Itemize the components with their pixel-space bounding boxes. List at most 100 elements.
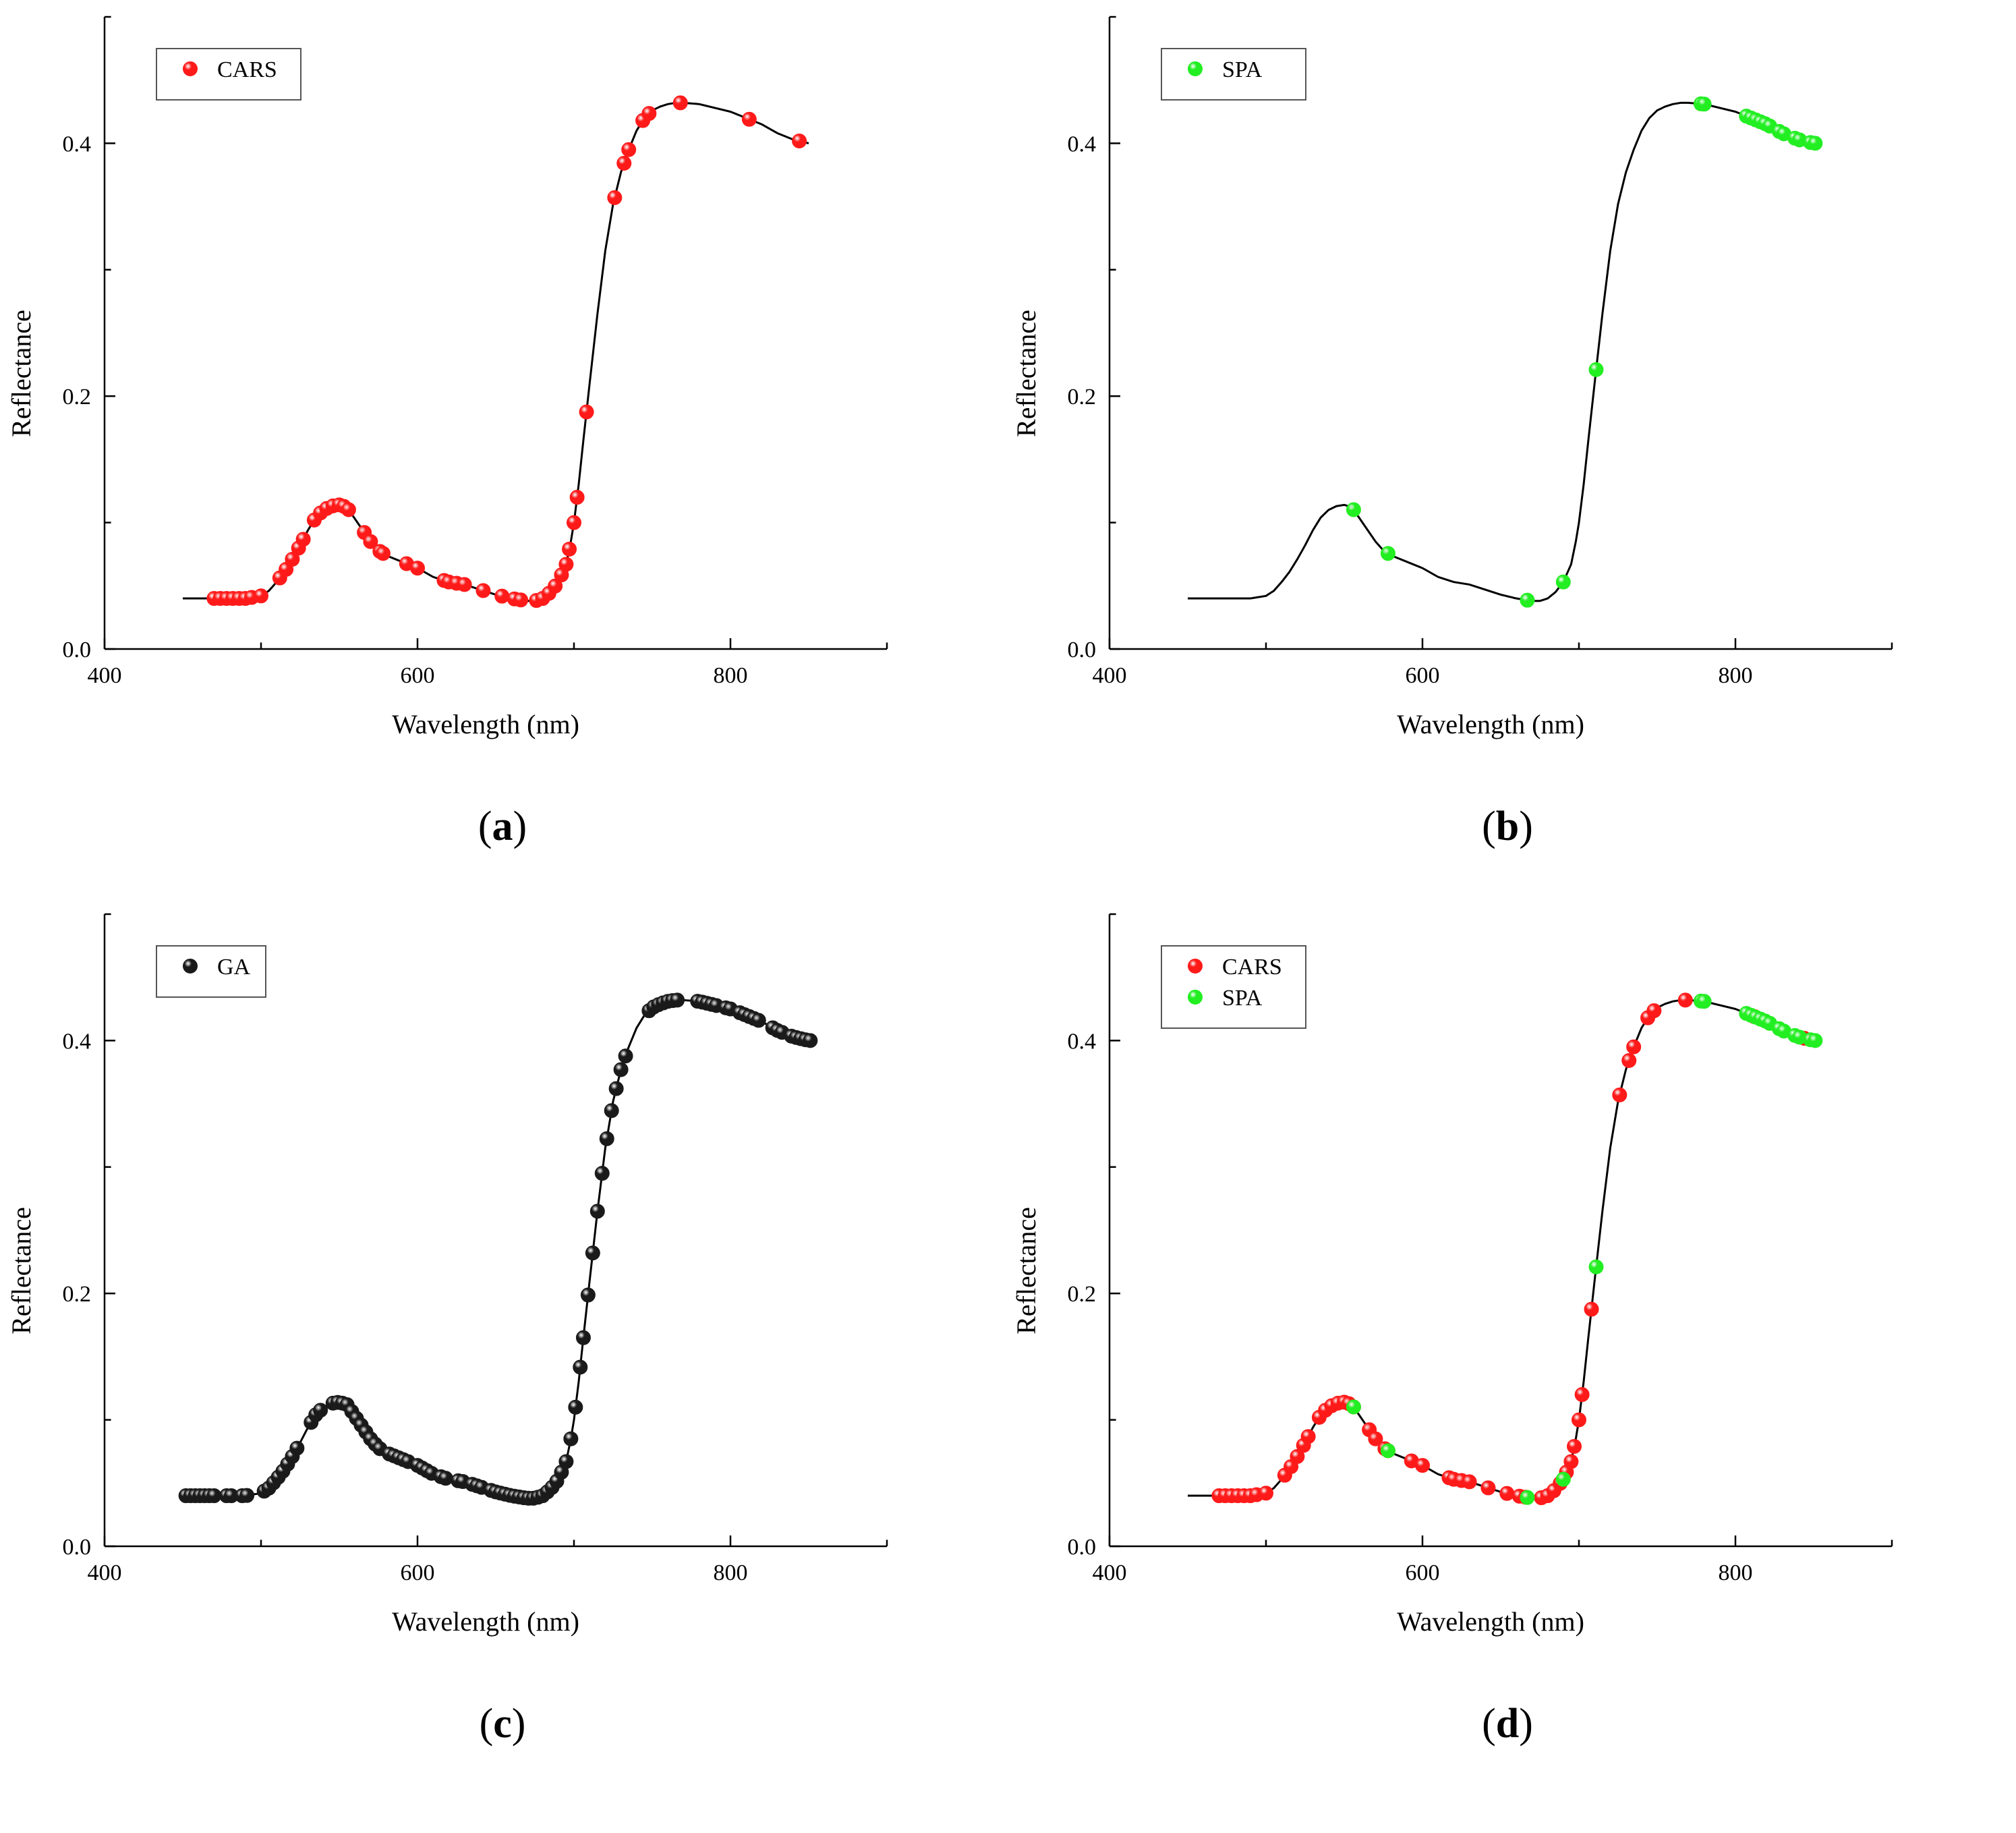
data-point-cars [1646, 1003, 1662, 1019]
legend-label-cars: CARS [217, 57, 277, 82]
data-point-cars [1612, 1087, 1628, 1102]
x-tick-label: 600 [401, 663, 435, 688]
data-point-ga [573, 1359, 588, 1375]
spectrum-line [1188, 101, 1814, 602]
data-point-ga [589, 1204, 605, 1219]
series-ga [178, 992, 818, 1506]
y-tick-label: 0.4 [1068, 1029, 1097, 1054]
legend-label-cars: CARS [1222, 955, 1282, 980]
legend: GA [156, 945, 266, 998]
chart-c: 400 600 800 0.0 0.2 0.4 Wavelength (nm) Reflect… [6, 913, 888, 1637]
series-cars [1211, 992, 1812, 1506]
data-point-spa [1380, 546, 1395, 561]
data-point-cars [607, 190, 623, 205]
data-point-cars [457, 577, 472, 592]
data-point-cars [513, 592, 529, 608]
data-point-ga [751, 1013, 766, 1028]
legend-marker-cars [183, 61, 198, 76]
legend-marker-ga [183, 959, 198, 974]
data-point-ga [239, 1488, 255, 1503]
y-tick-label: 0.4 [63, 1029, 92, 1054]
y-axis-title: Reflectance [6, 1207, 36, 1334]
data-point-ga [670, 992, 685, 1008]
legend-label-ga: GA [217, 955, 251, 980]
data-point-cars [1462, 1474, 1477, 1490]
data-point-ga [206, 1488, 222, 1504]
x-axis-title: Wavelength (nm) [392, 1606, 579, 1637]
data-point-cars [1415, 1458, 1430, 1473]
data-point-cars [1368, 1431, 1383, 1446]
data-point-cars [341, 502, 356, 517]
legend-marker-spa [1188, 990, 1203, 1005]
data-point-ga [618, 1048, 633, 1064]
caption-letter: a [492, 803, 513, 849]
y-tick-label: 0.0 [63, 638, 92, 662]
data-point-cars [295, 532, 311, 547]
data-point-spa [1588, 1259, 1604, 1274]
x-axis-title: Wavelength (nm) [1397, 1606, 1584, 1637]
data-point-spa [1380, 1443, 1395, 1459]
data-point-cars [1563, 1454, 1579, 1469]
data-point-cars [1574, 1387, 1590, 1403]
data-point-spa [1555, 574, 1571, 590]
spectrum-line [1188, 998, 1814, 1500]
data-point-cars [641, 106, 657, 121]
data-point-cars [579, 404, 594, 420]
y-tick-label: 0.2 [1068, 385, 1097, 410]
y-tick-label: 0.0 [1068, 1535, 1097, 1560]
x-axis-title: Wavelength (nm) [1397, 709, 1584, 739]
caption-letter: d [1495, 1701, 1520, 1747]
panel-a: 400 600 800 0.0 0.2 0.4 Wavelength (nm) Reflect… [0, 0, 1005, 897]
data-point-cars [567, 515, 581, 530]
data-point-cars [375, 546, 391, 561]
data-point-ga [599, 1131, 614, 1146]
data-point-spa [1808, 1033, 1823, 1048]
chart-b: 400 600 800 0.0 0.2 0.4 Wavelength (nm) Reflect… [1011, 16, 1893, 739]
legend-box [1161, 48, 1306, 101]
data-point-cars [562, 541, 577, 557]
data-point-cars [254, 588, 268, 604]
data-point-spa [1520, 592, 1535, 608]
spectrum-line [183, 101, 809, 602]
data-point-cars [1259, 1486, 1273, 1501]
x-tick-label: 800 [714, 663, 748, 688]
y-axis-title: Reflectance [1011, 310, 1041, 437]
data-point-spa [1808, 136, 1823, 151]
x-tick-label: 800 [1719, 1560, 1753, 1585]
data-point-ga [803, 1033, 818, 1048]
data-point-cars [569, 490, 585, 505]
data-point-cars [741, 111, 757, 127]
data-point-cars [792, 134, 807, 149]
legend: CARS [156, 48, 301, 101]
y-axis-title: Reflectance [1011, 1207, 1041, 1334]
legend-label-spa: SPA [1222, 986, 1263, 1011]
data-point-cars [1626, 1039, 1642, 1054]
chart-a: 400 600 800 0.0 0.2 0.4 Wavelength (nm) Reflect… [6, 16, 888, 739]
y-tick-label: 0.0 [63, 1535, 92, 1560]
data-point-ga [289, 1440, 305, 1456]
series-spa [1346, 96, 1823, 608]
data-point-spa [1346, 1399, 1361, 1415]
data-point-ga [575, 1330, 591, 1345]
series-spa [1346, 993, 1823, 1505]
data-point-cars [548, 578, 563, 594]
legend-box [1161, 945, 1306, 1029]
data-point-cars [1300, 1429, 1316, 1444]
data-point-spa [1555, 1471, 1571, 1487]
data-point-ga [613, 1062, 629, 1077]
caption-c: (c) [479, 1701, 526, 1747]
data-point-spa [1520, 1490, 1535, 1505]
x-tick-label: 800 [714, 1560, 748, 1585]
x-tick-label: 400 [88, 1560, 122, 1585]
data-point-cars [363, 534, 378, 549]
y-tick-label: 0.4 [1068, 132, 1097, 157]
x-tick-label: 800 [1719, 663, 1753, 688]
panel-c: 400 600 800 0.0 0.2 0.4 Wavelength (nm) Reflect… [0, 897, 1005, 1795]
data-point-cars [1499, 1486, 1515, 1501]
y-tick-label: 0.2 [1068, 1282, 1097, 1307]
data-point-ga [585, 1245, 600, 1261]
data-point-cars [1584, 1301, 1599, 1317]
data-point-ga [608, 1081, 624, 1096]
data-point-cars [1621, 1053, 1637, 1069]
